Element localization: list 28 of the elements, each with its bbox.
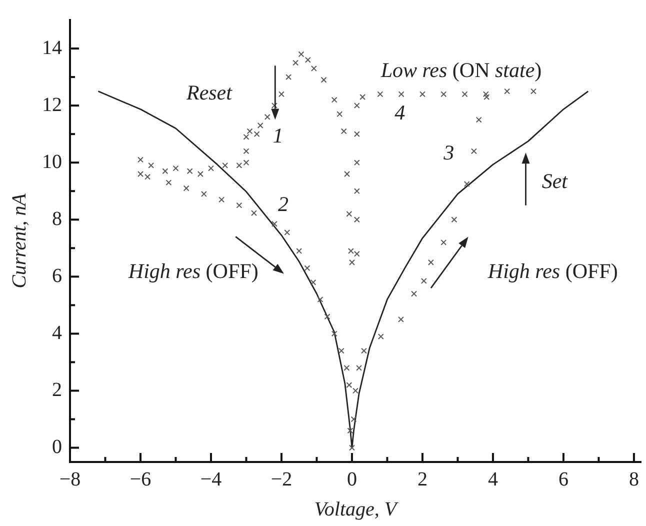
- y-tick-label: 6: [52, 264, 62, 287]
- annotation: Low res (ON state): [380, 58, 542, 82]
- y-tick-label: 0: [52, 436, 62, 458]
- x-tick-label: −2: [270, 468, 292, 490]
- x-tick-label: 8: [628, 468, 639, 490]
- x-axis-title: Voltage, V: [314, 498, 400, 520]
- annotation: High res (OFF): [127, 258, 258, 283]
- y-tick-label: 2: [52, 378, 62, 401]
- x-tick-label: 6: [558, 468, 568, 490]
- annotation: 3: [442, 140, 454, 165]
- x-tick-label: −6: [130, 468, 152, 490]
- annotation: 1: [272, 123, 284, 148]
- annotation: Set: [542, 169, 569, 194]
- x-tick-label: 0: [346, 468, 357, 490]
- y-tick-label: 4: [52, 322, 62, 344]
- annotation: 4: [394, 100, 406, 125]
- annotation: Reset: [185, 80, 234, 105]
- y-tick-label: 10: [42, 150, 62, 173]
- x-tick-label: −4: [200, 468, 222, 490]
- y-axis-title: Current, nA: [8, 192, 30, 288]
- x-tick-label: 2: [417, 468, 428, 490]
- annotation: 2: [278, 192, 289, 216]
- x-tick-label: 4: [488, 468, 498, 490]
- y-tick-label: 8: [52, 208, 62, 230]
- annotation: High res (OFF): [486, 258, 618, 283]
- x-tick-label: −8: [59, 468, 81, 490]
- y-tick-label: 12: [42, 94, 62, 116]
- y-tick-label: 14: [42, 36, 62, 59]
